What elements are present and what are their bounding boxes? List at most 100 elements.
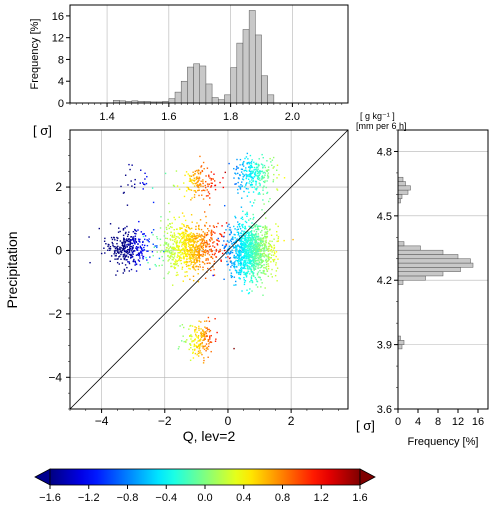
scatter-point — [243, 231, 245, 233]
right-ytick-label: 4.5 — [377, 211, 392, 223]
scatter-point — [114, 255, 116, 257]
scatter-point — [253, 169, 255, 171]
scatter-point — [202, 231, 204, 233]
scatter-point — [255, 182, 257, 184]
scatter-point — [152, 201, 155, 204]
scatter-point — [261, 272, 263, 274]
scatter-point — [267, 200, 270, 203]
scatter-point — [205, 258, 207, 260]
scatter-point — [135, 270, 138, 272]
scatter-point — [245, 238, 247, 241]
scatter-point — [267, 169, 269, 171]
scatter-point — [186, 224, 188, 227]
scatter-point — [208, 245, 210, 248]
scatter-point — [261, 282, 263, 284]
scatter-point — [208, 239, 211, 241]
scatter-point — [269, 253, 271, 255]
scatter-point — [235, 246, 238, 249]
scatter-point — [249, 267, 251, 270]
scatter-point — [241, 185, 244, 187]
scatter-point — [230, 260, 232, 262]
scatter-point — [211, 257, 214, 260]
scatter-point — [202, 266, 204, 269]
scatter-point — [209, 262, 211, 265]
scatter-point — [120, 247, 122, 249]
scatter-point — [192, 245, 195, 248]
scatter-point — [181, 227, 183, 229]
scatter-point — [253, 249, 256, 252]
scatter-point — [237, 232, 240, 235]
scatter-point — [257, 186, 259, 188]
scatter-point — [238, 185, 240, 188]
scatter-point — [205, 343, 208, 345]
scatter-point — [199, 243, 202, 245]
top-ytick-label: 8 — [58, 54, 64, 66]
scatter-point — [236, 188, 239, 191]
scatter-point — [234, 244, 237, 247]
scatter-point — [176, 185, 179, 187]
scatter-point — [185, 265, 188, 268]
scatter-point — [165, 250, 167, 253]
scatter-point — [230, 266, 232, 268]
scatter-point — [129, 246, 131, 248]
scatter-point — [240, 168, 243, 170]
scatter-point — [199, 248, 201, 251]
scatter-point — [203, 250, 206, 252]
scatter-point — [212, 242, 214, 244]
scatter-point — [203, 345, 206, 348]
scatter-point — [189, 246, 191, 249]
scatter-point — [183, 234, 186, 236]
scatter-ytick-label: 2 — [55, 180, 62, 194]
scatter-point — [201, 333, 203, 335]
scatter-point — [249, 248, 251, 251]
scatter-point — [214, 184, 217, 187]
scatter-point — [195, 249, 197, 251]
scatter-point — [119, 247, 121, 249]
scatter-point — [190, 199, 192, 201]
scatter-point — [255, 254, 257, 256]
scatter-point — [134, 229, 137, 232]
scatter-point — [247, 268, 250, 270]
scatter-point — [199, 219, 202, 221]
scatter-point — [171, 222, 173, 224]
scatter-point — [197, 180, 199, 183]
scatter-point — [270, 234, 273, 236]
scatter-point — [188, 249, 191, 252]
scatter-point — [242, 244, 244, 246]
scatter-point — [237, 257, 239, 259]
scatter-point — [241, 248, 243, 250]
scatter-point — [195, 328, 197, 331]
scatter-point — [144, 235, 147, 237]
right-histogram-bar — [397, 254, 459, 260]
scatter-point — [202, 161, 205, 164]
scatter-point — [182, 232, 184, 235]
scatter-point — [244, 256, 246, 258]
scatter-point — [183, 326, 185, 329]
scatter-point — [193, 261, 195, 263]
scatter-point — [265, 239, 267, 241]
scatter-point — [259, 171, 261, 173]
scatter-point — [248, 234, 250, 236]
top-ytick-label: 4 — [58, 76, 64, 88]
top-xtick-label: 1.8 — [223, 111, 238, 123]
scatter-point — [215, 256, 217, 258]
scatter-point — [209, 338, 211, 340]
scatter-point — [202, 268, 204, 271]
scatter-point — [232, 245, 235, 248]
scatter-point — [271, 276, 274, 278]
scatter-point — [202, 238, 205, 240]
scatter-point — [259, 248, 261, 251]
scatter-point — [207, 257, 209, 260]
scatter-point — [209, 177, 211, 179]
scatter-point — [244, 220, 247, 223]
right-histogram-bar — [397, 344, 403, 350]
scatter-point — [269, 240, 271, 242]
scatter-point — [187, 245, 190, 248]
scatter-point — [273, 166, 275, 168]
scatter-point — [173, 255, 176, 257]
scatter-point — [124, 249, 126, 252]
scatter-point — [210, 334, 212, 337]
scatter-point — [230, 240, 232, 243]
scatter-point — [251, 255, 254, 258]
